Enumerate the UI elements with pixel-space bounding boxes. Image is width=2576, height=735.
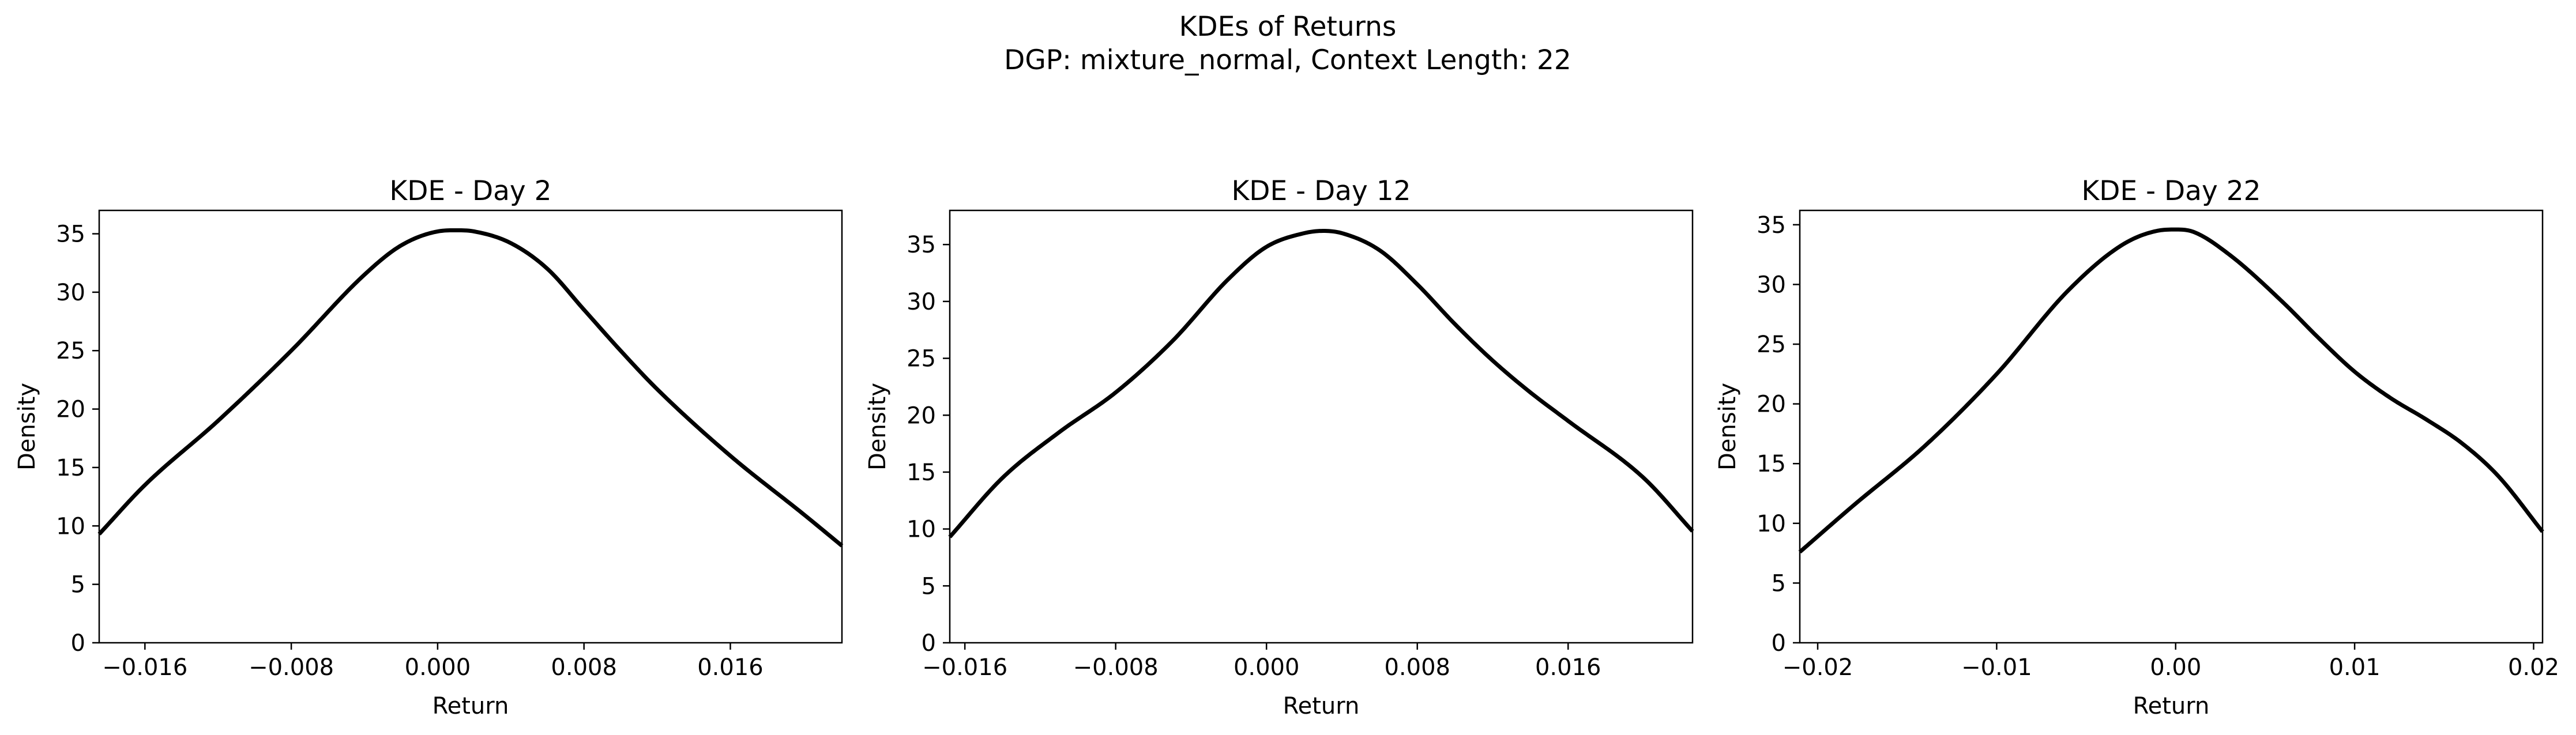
x-tick-label: 0.000 (1234, 654, 1300, 681)
y-tick-label: 30 (1757, 272, 1786, 298)
x-axis-label: Return (1283, 693, 1360, 719)
y-tick-label: 10 (907, 517, 936, 543)
subplot-title: KDE - Day 12 (1231, 175, 1411, 207)
y-tick-label: 15 (1757, 451, 1786, 477)
kde-density-line (1798, 227, 2544, 554)
subplot-title: KDE - Day 22 (2081, 175, 2261, 207)
axes-frame (98, 209, 843, 644)
kde-density-line (948, 229, 1694, 538)
x-axis-label: Return (2133, 693, 2210, 719)
y-tick-label: 5 (922, 573, 936, 600)
x-tick-label: 0.008 (551, 654, 617, 681)
axes-frame (1799, 209, 2544, 644)
y-axis-label: Density (1714, 383, 1741, 470)
x-tick-label: −0.01 (1961, 654, 2032, 681)
y-tick-label: 20 (56, 397, 85, 423)
y-tick-label: 0 (71, 630, 85, 657)
y-tick-label: 20 (907, 402, 936, 429)
y-tick-label: 25 (56, 338, 85, 364)
y-tick-label: 20 (1757, 391, 1786, 418)
x-tick-label: 0.008 (1384, 654, 1450, 681)
y-tick-label: 0 (922, 630, 936, 657)
y-axis-label: Density (14, 383, 40, 470)
x-tick-label: 0.016 (1535, 654, 1601, 681)
figure-subtitle: DGP: mixture_normal, Context Length: 22 (1004, 44, 1571, 76)
y-tick-label: 0 (1772, 630, 1786, 657)
y-tick-label: 25 (907, 346, 936, 372)
y-axis-label: Density (864, 383, 891, 470)
y-tick-label: 5 (1772, 570, 1786, 597)
subplot-title: KDE - Day 2 (389, 175, 551, 207)
x-tick-label: 0.016 (697, 654, 764, 681)
subplot-day-panel: KDE - Day 12 −0.016 −0.008 0.000 0.008 0.016 0… (864, 175, 1694, 719)
y-tick-label: 25 (1757, 331, 1786, 358)
x-tick-label: −0.008 (249, 654, 334, 681)
y-tick-label: 15 (56, 455, 85, 481)
y-tick-label: 10 (1757, 511, 1786, 537)
x-tick-label: −0.02 (1782, 654, 1853, 681)
subplot-day-panel: KDE - Day 2 −0.016 −0.008 0.000 0.008 0.016 0 5… (14, 175, 844, 719)
x-tick-label: −0.016 (922, 654, 1007, 681)
x-tick-label: −0.008 (1073, 654, 1159, 681)
y-tick-label: 35 (56, 221, 85, 248)
y-tick-label: 10 (56, 513, 85, 540)
x-tick-label: 0.01 (2329, 654, 2381, 681)
x-tick-label: 0.000 (405, 654, 471, 681)
subplot-day-panel: KDE - Day 22 −0.02 −0.01 0.00 0.01 0.02 0 5 10 15… (1714, 175, 2559, 719)
y-tick-label: 30 (56, 280, 85, 306)
x-tick-label: 0.00 (2150, 654, 2201, 681)
axes-frame (949, 209, 1694, 644)
x-axis-label: Return (433, 693, 509, 719)
y-tick-label: 35 (907, 232, 936, 258)
y-tick-label: 5 (71, 572, 85, 598)
kde-density-line (97, 228, 844, 548)
figure-title: KDEs of Returns (1179, 11, 1397, 43)
x-tick-label: 0.02 (2508, 654, 2559, 681)
y-tick-label: 15 (907, 459, 936, 486)
subplots: KDE - Day 2−0.016 −0.008 0.000 0.008 0.01605… (14, 175, 2559, 719)
x-tick-label: −0.016 (102, 654, 187, 681)
y-tick-label: 35 (1757, 212, 1786, 239)
y-tick-label: 30 (907, 289, 936, 315)
